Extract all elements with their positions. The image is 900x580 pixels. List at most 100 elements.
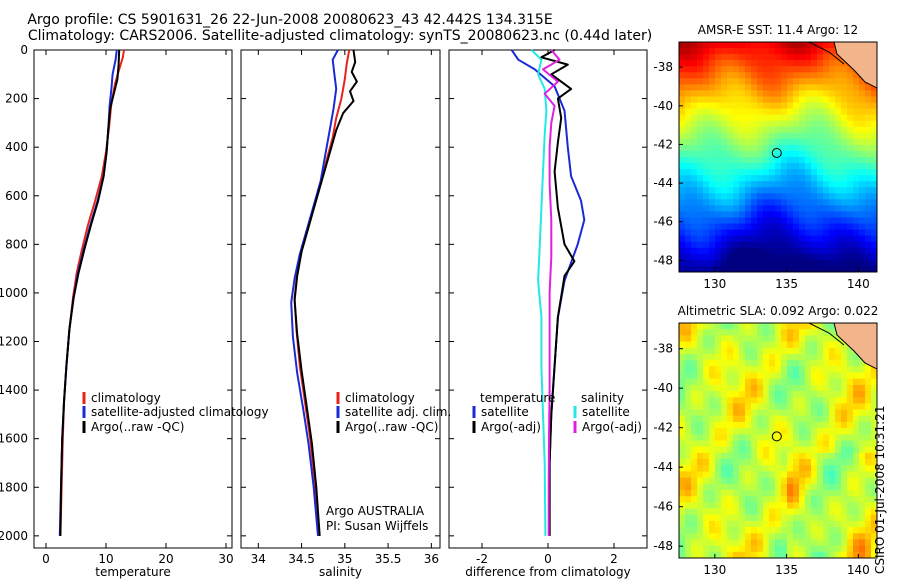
map-cell	[781, 496, 788, 503]
map-cell	[763, 157, 770, 164]
map-cell	[715, 126, 722, 134]
x-tick-label: 35.5	[375, 552, 402, 566]
map-cell	[823, 265, 830, 272]
map-cell	[805, 132, 812, 140]
map-cell	[757, 193, 764, 200]
map-cell	[721, 211, 728, 219]
map-cell	[685, 241, 692, 249]
map-cell	[787, 514, 794, 522]
map-cell	[751, 114, 758, 122]
map-cell	[745, 78, 752, 85]
map-cell	[859, 446, 866, 454]
map-cell	[865, 403, 872, 411]
map-cell	[775, 217, 782, 225]
map-cell	[835, 169, 842, 176]
map-cell	[793, 489, 800, 497]
map-cell	[787, 42, 794, 49]
map-cell	[715, 353, 722, 361]
map-cell	[823, 403, 830, 411]
map-cell	[703, 48, 710, 55]
map-cell	[853, 353, 860, 361]
map-cell	[871, 163, 877, 170]
map-cell	[775, 132, 782, 140]
map-cell	[793, 514, 800, 522]
map-cell	[709, 360, 716, 367]
map-cell	[781, 181, 788, 188]
map-cell	[865, 205, 872, 213]
map-cell	[745, 138, 752, 146]
map-cell	[727, 502, 734, 510]
map-cell	[697, 72, 704, 79]
map-cell	[871, 217, 877, 225]
map-cell	[817, 545, 824, 553]
map-cell	[817, 360, 824, 367]
map-cell	[703, 397, 710, 404]
map-cell	[691, 259, 698, 267]
map-cell	[727, 520, 734, 528]
map-cell	[781, 205, 788, 213]
map-cell	[781, 90, 788, 98]
difference-xlabel: difference from climatology	[465, 565, 631, 579]
map-cell	[733, 84, 740, 92]
map-cell	[751, 223, 758, 231]
x-tick-label: 20	[158, 552, 173, 566]
map-cell	[817, 265, 824, 272]
map-cell	[817, 48, 824, 55]
map-cell	[811, 205, 818, 213]
map-cell	[697, 353, 704, 361]
map-cell	[715, 434, 722, 442]
map-cell	[847, 211, 854, 219]
map-cell	[787, 205, 794, 213]
map-cell	[835, 241, 842, 249]
map-cell	[721, 551, 728, 558]
map-cell	[805, 397, 812, 404]
map-cell	[871, 199, 877, 207]
map-cell	[823, 78, 830, 85]
map-cell	[745, 384, 752, 392]
map-cell	[763, 108, 770, 116]
map-cell	[829, 459, 836, 466]
map-cell	[775, 157, 782, 164]
map-cell	[691, 114, 698, 122]
map-cell	[775, 403, 782, 411]
x-tick-label: -2	[476, 552, 488, 566]
map-cell	[769, 527, 776, 534]
map-cell	[691, 175, 698, 182]
map-cell	[787, 66, 794, 73]
map-cell	[787, 434, 794, 442]
map-cell	[817, 253, 824, 261]
map-cell	[811, 508, 818, 516]
map-cell	[703, 235, 710, 243]
map-cell	[727, 335, 734, 343]
map-cell	[805, 545, 812, 553]
map-cell	[793, 84, 800, 92]
map-cell	[793, 366, 800, 374]
map-cell	[715, 72, 722, 79]
map-cell	[709, 440, 716, 448]
map-cell	[835, 54, 842, 61]
map-cell	[709, 181, 716, 188]
map-cell	[721, 378, 728, 386]
map-cell	[685, 551, 692, 558]
map-cell	[817, 366, 824, 374]
map-cell	[859, 539, 866, 547]
y-tick-label: 2000	[0, 529, 28, 543]
map-cell	[739, 126, 746, 134]
map-cell	[847, 409, 854, 417]
map-cell	[787, 235, 794, 243]
map-cell	[733, 235, 740, 243]
map-cell	[787, 391, 794, 398]
map-cell	[679, 265, 686, 272]
map-cell	[709, 452, 716, 460]
map-cell	[835, 483, 842, 491]
map-cell	[715, 205, 722, 213]
map-cell	[721, 150, 728, 158]
map-cell	[811, 54, 818, 61]
map-cell	[745, 477, 752, 485]
map-cell	[709, 384, 716, 392]
map-cell	[709, 96, 716, 104]
map-cell	[727, 545, 734, 553]
map-cell	[739, 335, 746, 343]
map-cell	[739, 169, 746, 176]
map-cell	[769, 551, 776, 558]
